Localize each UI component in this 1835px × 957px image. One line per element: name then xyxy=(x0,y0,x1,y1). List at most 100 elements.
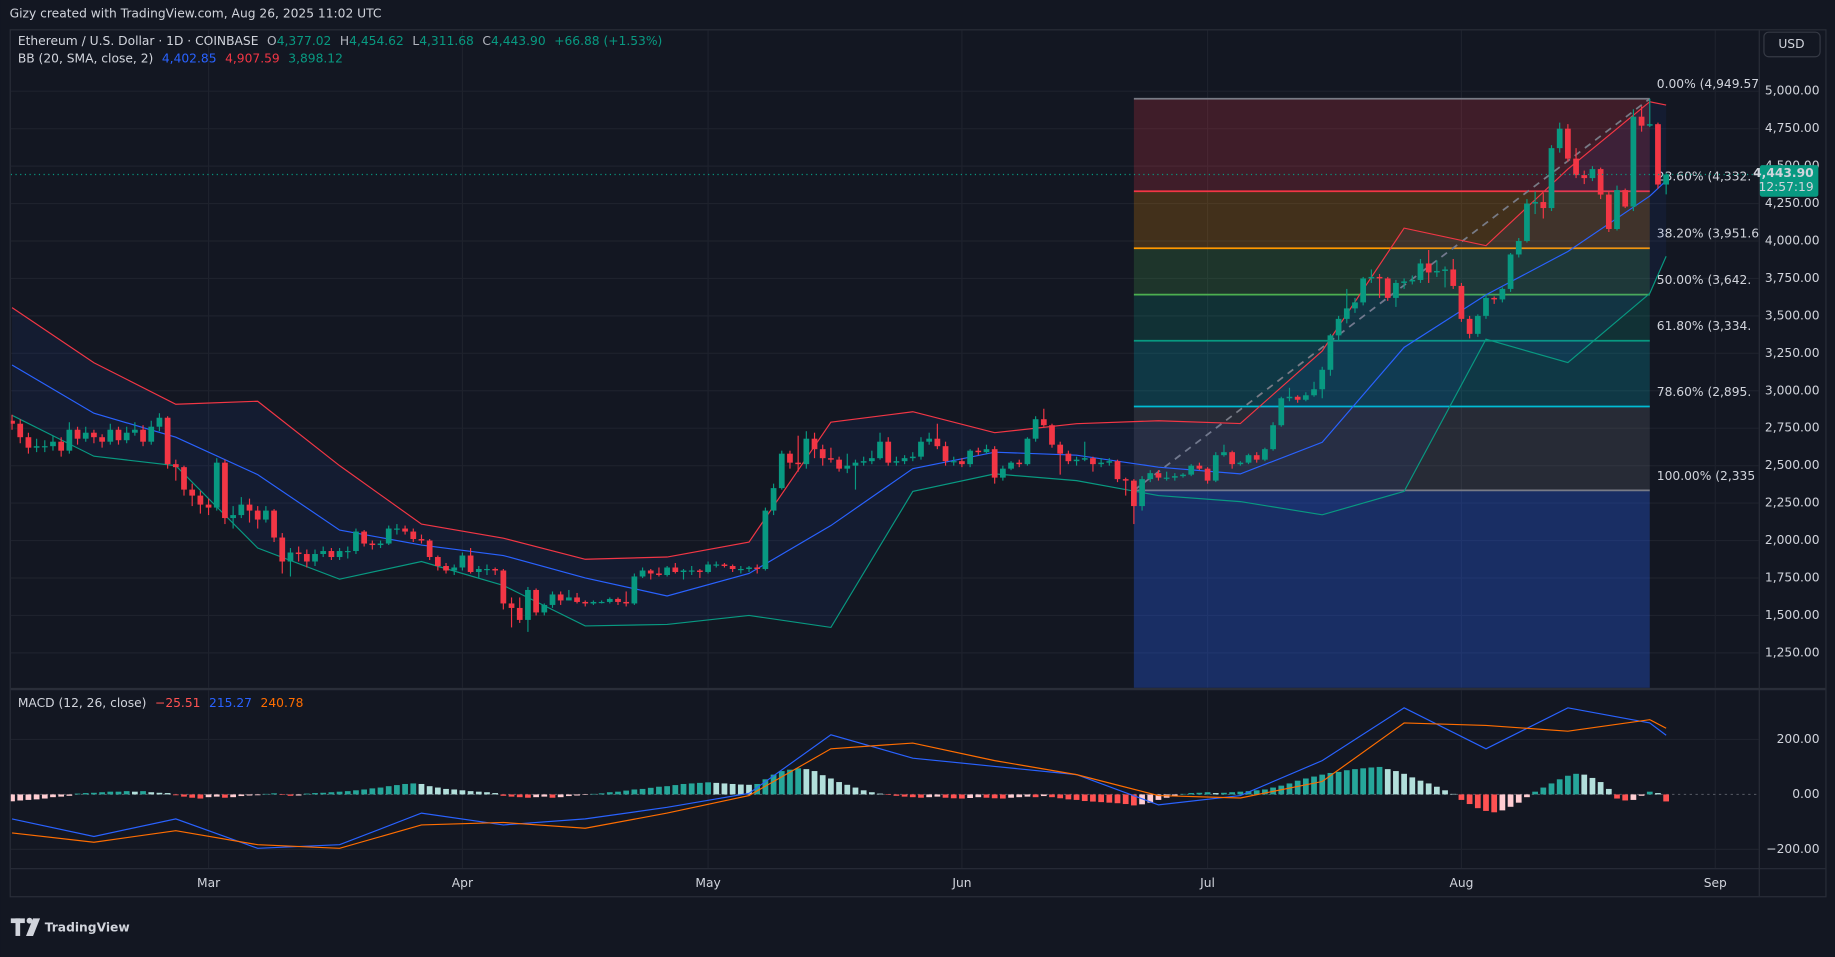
change: +66.88 (+1.53%) xyxy=(554,33,662,47)
fib-label: 100.00% (2,335 xyxy=(1657,469,1755,483)
candle-body xyxy=(1327,335,1334,370)
macd-histogram-bar xyxy=(1663,794,1670,802)
candle-body xyxy=(549,594,556,605)
y-tick-label: 1,750.00 xyxy=(1765,570,1820,584)
candle-body xyxy=(1016,462,1023,465)
candle-body xyxy=(426,540,433,558)
attribution: Gizy created with TradingView.com, Aug 2… xyxy=(10,7,382,21)
macd-histogram-bar xyxy=(787,769,793,795)
currency-button[interactable] xyxy=(1763,31,1821,58)
candle-body xyxy=(1155,473,1162,478)
macd-histogram-bar xyxy=(819,775,826,795)
macd-histogram-bar xyxy=(1368,767,1375,795)
fib-band xyxy=(1133,406,1650,491)
macd-histogram-bar xyxy=(1466,794,1473,805)
bb-label: BB (20, SMA, close, 2) xyxy=(18,51,153,65)
fib-band xyxy=(1133,98,1650,192)
macd-histogram-bar xyxy=(754,783,761,795)
macd-histogram-bar xyxy=(394,785,400,795)
candle-body xyxy=(222,462,228,519)
candle-body xyxy=(1057,444,1064,454)
fib-band xyxy=(1133,340,1650,407)
candle-body xyxy=(1319,369,1326,390)
logo-mark xyxy=(10,917,41,936)
candle-body xyxy=(582,601,589,604)
x-tick-label: Apr xyxy=(452,876,474,890)
macd-histogram-bar xyxy=(1073,794,1080,800)
macd-histogram-bar xyxy=(1122,794,1129,805)
candle-body xyxy=(615,598,621,602)
ohlc-key: L xyxy=(412,33,419,47)
macd-histogram-bar xyxy=(1556,779,1563,795)
y-tick-label: 5,000.00 xyxy=(1765,84,1820,98)
axes: 1,250.00 1,500.00 1,750.00 2,000.00 2,250.00… xyxy=(197,84,1820,890)
macd-histogram-bar xyxy=(1204,792,1211,795)
candle-body xyxy=(1286,396,1293,399)
y-tick-label: 4,750.00 xyxy=(1765,121,1820,135)
candle-body xyxy=(263,510,269,520)
macd-histogram-bar xyxy=(565,794,572,797)
candle-body xyxy=(156,417,163,427)
candle-body xyxy=(312,554,318,562)
x-tick-label: Mar xyxy=(197,876,221,890)
candle-body xyxy=(664,567,670,575)
macd-histogram-bar xyxy=(983,794,990,798)
macd-histogram-bar xyxy=(1302,778,1309,795)
candle-body xyxy=(1507,254,1514,289)
candle-body xyxy=(451,567,458,571)
macd-histogram-bar xyxy=(1581,774,1588,795)
macd-histogram-bar xyxy=(1294,780,1301,795)
candle-body xyxy=(1614,190,1620,230)
macd-histogram-bar xyxy=(1057,794,1064,799)
y-tick-label: 3,500.00 xyxy=(1765,308,1820,322)
candle-body xyxy=(25,437,32,448)
candle-body xyxy=(1343,308,1350,319)
candle-body xyxy=(1147,473,1154,480)
candle-body xyxy=(115,429,122,441)
candle-body xyxy=(107,429,114,442)
candle-body xyxy=(1425,263,1432,273)
macd-histogram-bar xyxy=(533,794,539,798)
ohlc-key: H xyxy=(340,33,349,47)
candle-body xyxy=(557,594,564,601)
candle-body xyxy=(1655,124,1661,185)
macd-histogram-bar xyxy=(1401,773,1407,795)
macd-histogram-bar xyxy=(1237,791,1244,795)
currency[interactable]: USD xyxy=(1778,37,1804,51)
candle-body xyxy=(762,510,769,569)
candle-body xyxy=(1466,318,1473,334)
macd-histogram-bar xyxy=(688,783,695,795)
macd-histogram-bar xyxy=(1605,788,1612,795)
candle-body xyxy=(844,465,851,469)
candle-body xyxy=(688,570,695,572)
last-price-tag xyxy=(1759,165,1819,197)
candle-body xyxy=(434,557,441,567)
macd-histogram-bar xyxy=(1597,782,1604,795)
candle-body xyxy=(737,568,744,571)
macd-histogram-bar xyxy=(926,794,933,798)
candle-body xyxy=(123,432,130,441)
macd-histogram-bar xyxy=(238,794,245,797)
candle-body xyxy=(1622,190,1629,207)
macd-histogram-bar xyxy=(451,789,458,795)
candle-body xyxy=(950,461,957,463)
macd-histogram-bar xyxy=(721,783,728,795)
macd-histogram-bar xyxy=(246,794,253,796)
macd-histogram-bar xyxy=(705,782,711,795)
macd-histogram-bar xyxy=(647,787,654,795)
macd-histogram-bar xyxy=(156,792,163,795)
candle-body xyxy=(287,552,294,562)
candle-body xyxy=(500,570,507,604)
y-tick-label: 3,750.00 xyxy=(1765,271,1820,285)
macd-histogram-bar xyxy=(33,794,40,800)
macd-histogram-bar xyxy=(115,791,122,795)
macd-histogram-bar xyxy=(17,794,24,801)
macd-histogram-bar xyxy=(770,774,777,795)
y-tick-label: 4,250.00 xyxy=(1765,196,1820,210)
macd-histogram-bar xyxy=(1360,768,1367,795)
candle-body xyxy=(926,438,933,442)
candle-body xyxy=(918,441,924,457)
candle-body xyxy=(295,552,302,555)
macd-histogram-bar xyxy=(295,794,302,796)
